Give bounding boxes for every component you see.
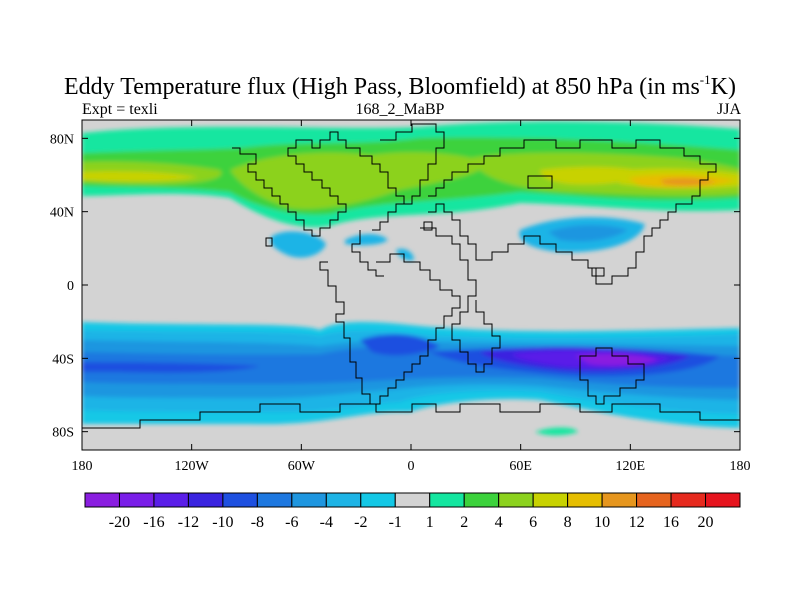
colorbar-box — [118, 492, 155, 508]
season-label: JJA — [716, 101, 741, 118]
coastlines — [82, 123, 740, 429]
colorbar-label: 2 — [460, 514, 468, 531]
colorbar-box — [187, 492, 224, 508]
coastline-north-america — [232, 131, 405, 237]
colorbar-box — [84, 492, 120, 508]
colorbar-box — [532, 492, 569, 508]
coastline-south-america — [319, 253, 461, 405]
coastline-eurasia — [428, 139, 717, 285]
coastline-africa — [420, 227, 501, 373]
colorbar-label: -16 — [143, 514, 164, 531]
y-tick-label: 40N — [50, 206, 74, 221]
x-tick-label: 180 — [72, 459, 93, 474]
colorbar-box — [394, 492, 431, 508]
colorbar-label: -2 — [354, 514, 367, 531]
contour-nh-negative-2 — [345, 234, 388, 246]
colorbar-label: 8 — [564, 514, 572, 531]
coastline-australia — [579, 347, 645, 405]
colorbar-label: -10 — [212, 514, 233, 531]
contour-sh-positive-1 — [535, 427, 578, 436]
experiment-label: Expt = texli — [82, 101, 158, 118]
colorbar-label: -1 — [389, 514, 402, 531]
colorbar-box — [153, 492, 189, 508]
x-tick-label: 60E — [509, 459, 532, 474]
colorbar-label: -12 — [178, 514, 199, 531]
x-tick-label: 0 — [408, 459, 415, 474]
colorbar-box — [325, 492, 362, 508]
colorbar-box — [256, 492, 293, 508]
colorbar-box — [636, 492, 672, 508]
colorbar-label: 20 — [698, 514, 714, 531]
x-tick-label: 120W — [175, 459, 210, 474]
colorbar-label: -6 — [285, 514, 298, 531]
contour-sh-band-8 — [575, 353, 658, 366]
map-title-main: Eddy Temperature flux (High Pass, Bloomf… — [64, 74, 700, 100]
map-title: Eddy Temperature flux (High Pass, Bloomf… — [0, 66, 800, 101]
colorbar-box — [705, 492, 741, 508]
x-tick-label: 120E — [616, 459, 646, 474]
x-tick-label: 180 — [730, 459, 751, 474]
run-label: 168_2_MaBP — [355, 101, 445, 118]
y-tick-label: 0 — [67, 279, 74, 294]
map-title-superscript: -1 — [699, 72, 711, 87]
colorbar-label: -20 — [109, 514, 130, 531]
colorbar-box — [463, 492, 500, 508]
map-title-tail: K) — [710, 74, 736, 100]
colorbar-box — [360, 492, 396, 508]
contour-nh-negative-5 — [548, 225, 628, 242]
map-panel: 180 120W 60W 0 60E 120E 180 80N 40N 0 40S 80S — [50, 119, 751, 474]
colorbar-label: 10 — [594, 514, 610, 531]
colorbar: -20 -16 -12 -10 -8 -6 -4 -2 -1 1 2 4 6 8 10 12 16 20 — [84, 492, 741, 531]
contour-nh-band-3 — [82, 152, 740, 210]
colorbar-box — [601, 492, 638, 508]
coastline-antarctica — [82, 403, 740, 429]
colorbar-label: 16 — [663, 514, 679, 531]
colorbar-label: 1 — [426, 514, 434, 531]
x-tick-label: 60W — [288, 459, 316, 474]
contour-nh-band-4 — [82, 166, 740, 189]
x-axis: 180 120W 60W 0 60E 120E 180 — [72, 120, 751, 474]
colorbar-label: 12 — [629, 514, 645, 531]
colorbar-label: 6 — [529, 514, 537, 531]
colorbar-box — [429, 492, 465, 508]
colorbar-label: -8 — [251, 514, 264, 531]
colorbar-label: -4 — [320, 514, 333, 531]
colorbar-box — [670, 492, 707, 508]
coastline-greenland — [380, 123, 445, 205]
contour-nh-negative-1 — [270, 231, 326, 258]
flux-contours — [82, 121, 740, 436]
coastline-central-america — [351, 230, 384, 277]
y-tick-label: 80S — [52, 426, 74, 441]
colorbar-box — [222, 492, 258, 508]
coastline-islands — [265, 175, 605, 277]
colorbar-box — [567, 492, 603, 508]
colorbar-box — [291, 492, 327, 508]
contour-nh-negative-3 — [396, 248, 414, 261]
colorbar-label: 4 — [495, 514, 503, 531]
y-tick-label: 80N — [50, 132, 74, 147]
y-axis: 80N 40N 0 40S 80S — [50, 132, 740, 441]
y-tick-label: 40S — [52, 352, 74, 367]
colorbar-box — [498, 492, 534, 508]
